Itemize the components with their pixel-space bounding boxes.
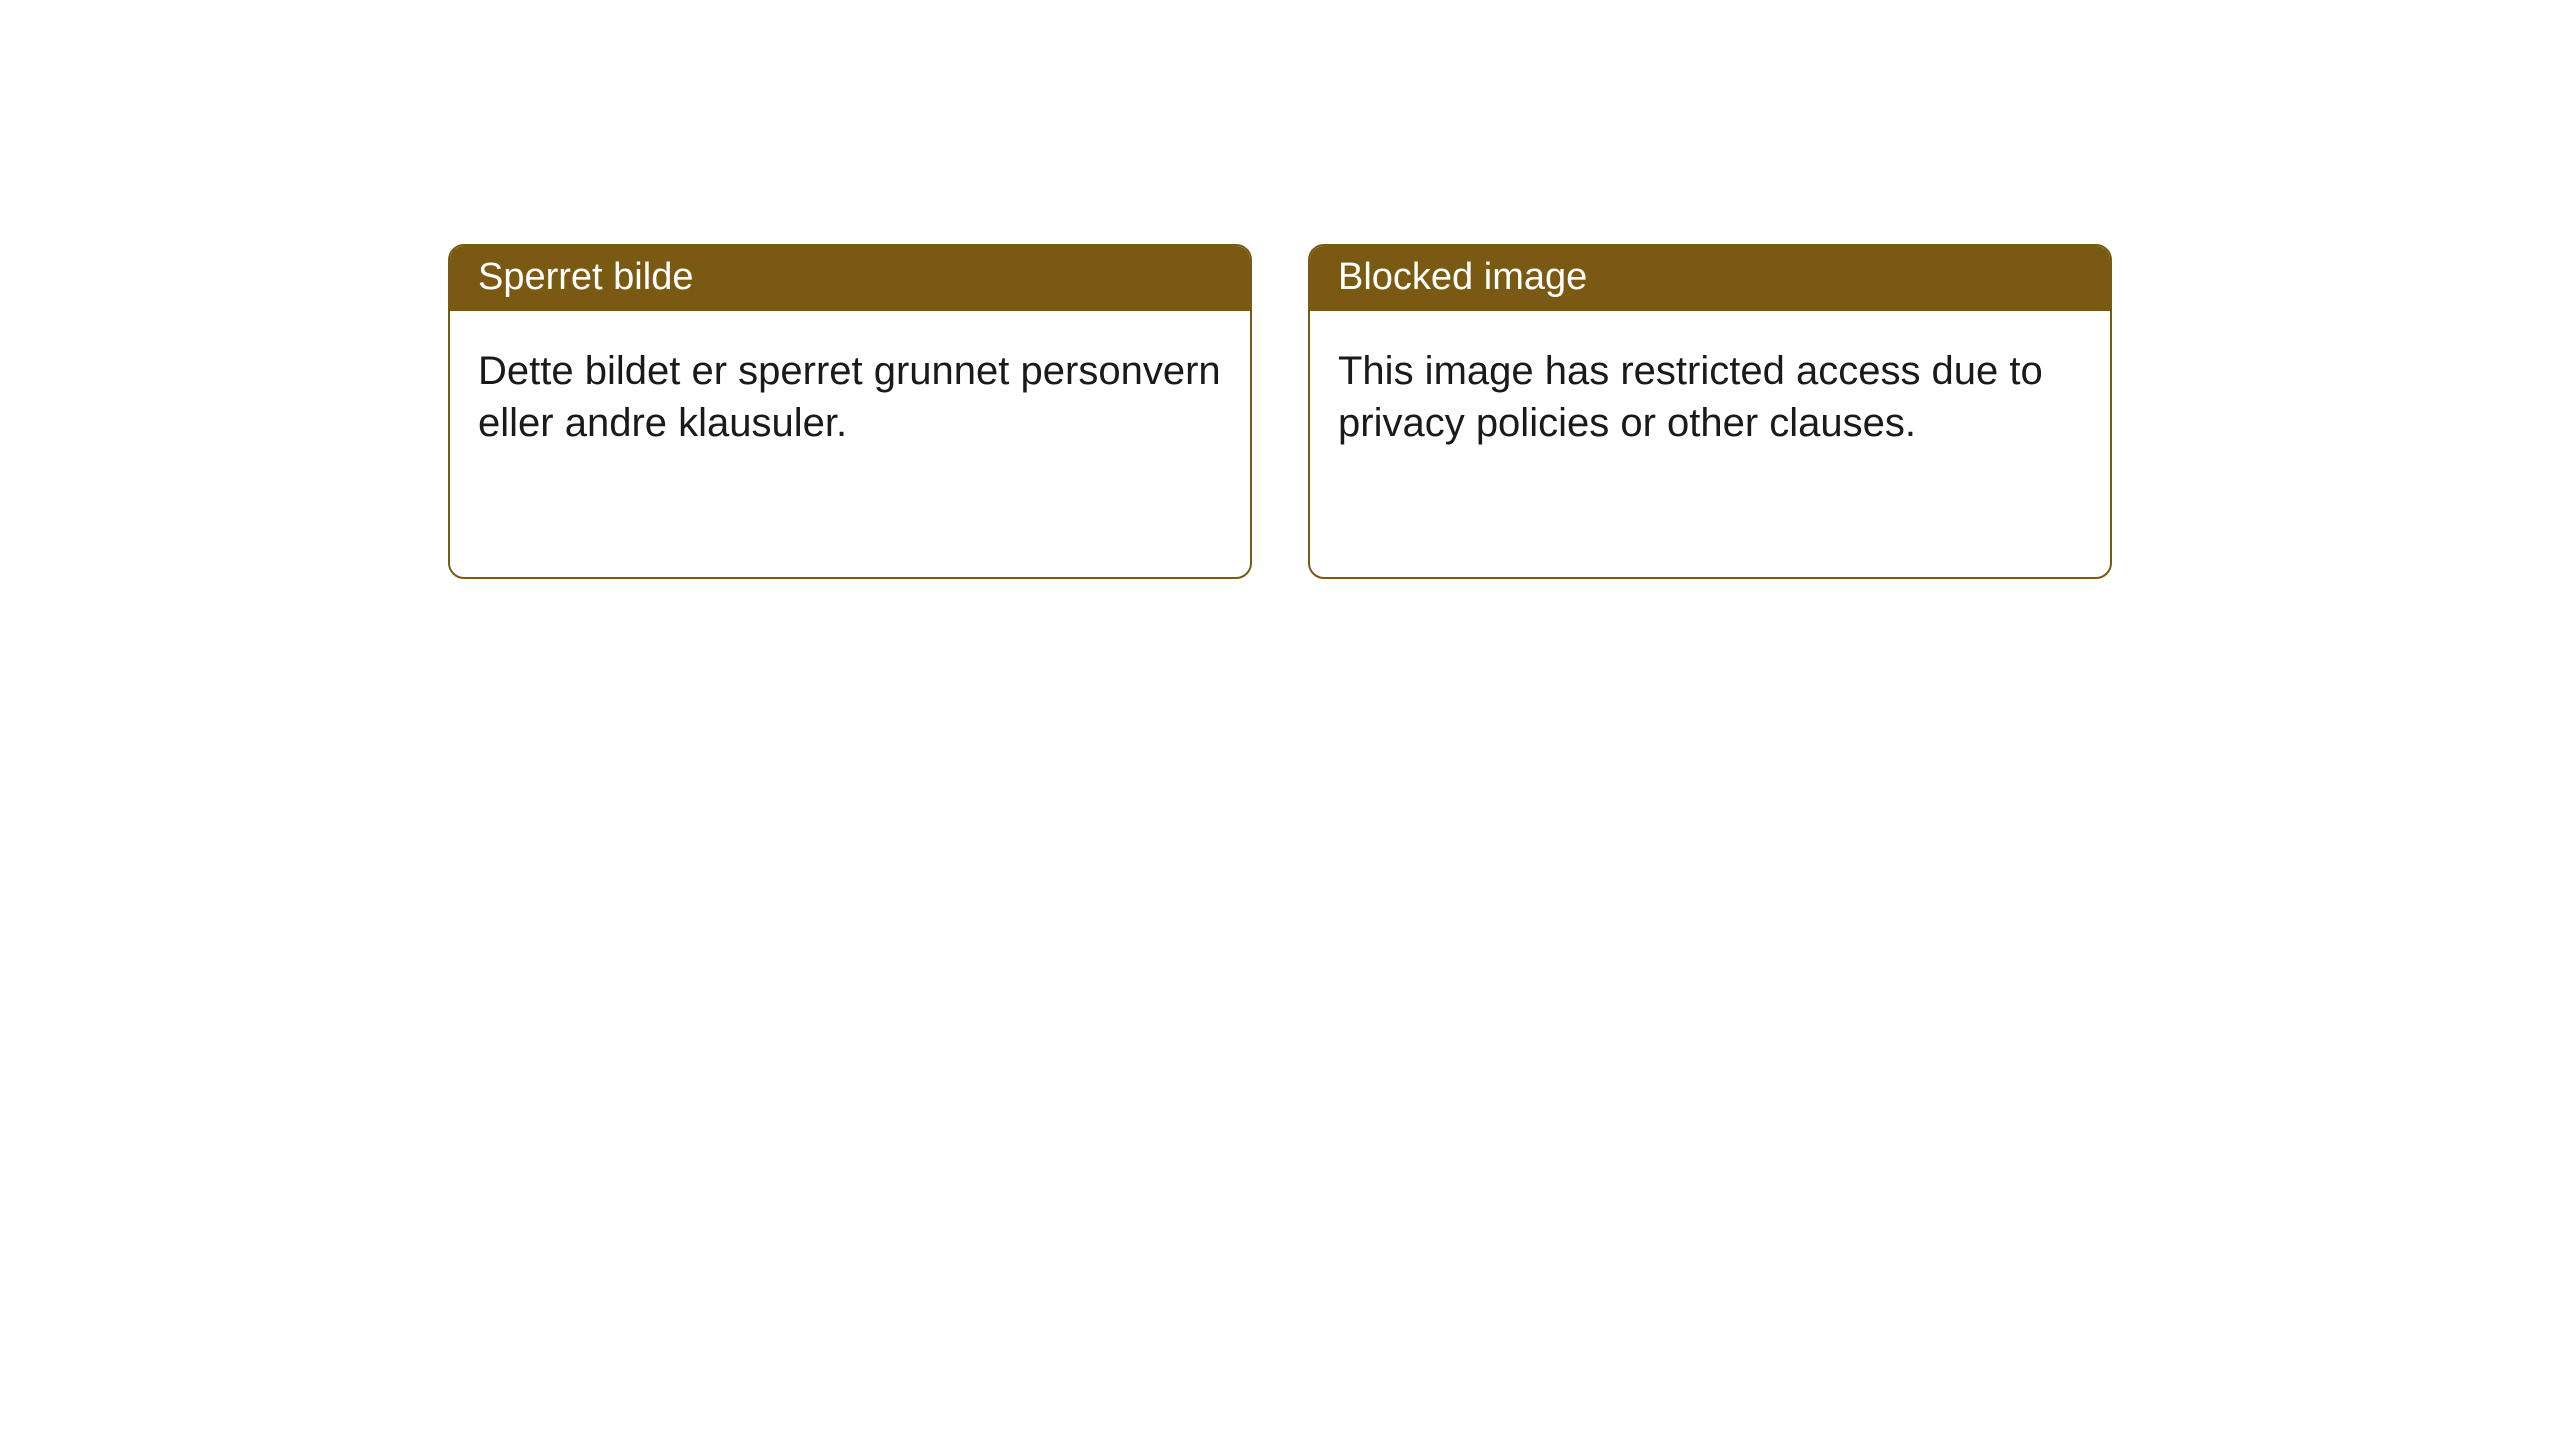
notice-container: Sperret bilde Dette bildet er sperret gr… xyxy=(448,244,2112,579)
notice-title: Blocked image xyxy=(1338,256,1587,298)
notice-card-norwegian: Sperret bilde Dette bildet er sperret gr… xyxy=(448,244,1252,579)
notice-body-english: This image has restricted access due to … xyxy=(1310,311,2110,483)
notice-card-english: Blocked image This image has restricted … xyxy=(1308,244,2112,579)
notice-body-norwegian: Dette bildet er sperret grunnet personve… xyxy=(450,311,1250,483)
notice-title: Sperret bilde xyxy=(478,256,693,298)
notice-header-norwegian: Sperret bilde xyxy=(450,246,1250,311)
notice-text: This image has restricted access due to … xyxy=(1338,349,2043,445)
notice-text: Dette bildet er sperret grunnet personve… xyxy=(478,349,1221,445)
notice-header-english: Blocked image xyxy=(1310,246,2110,311)
